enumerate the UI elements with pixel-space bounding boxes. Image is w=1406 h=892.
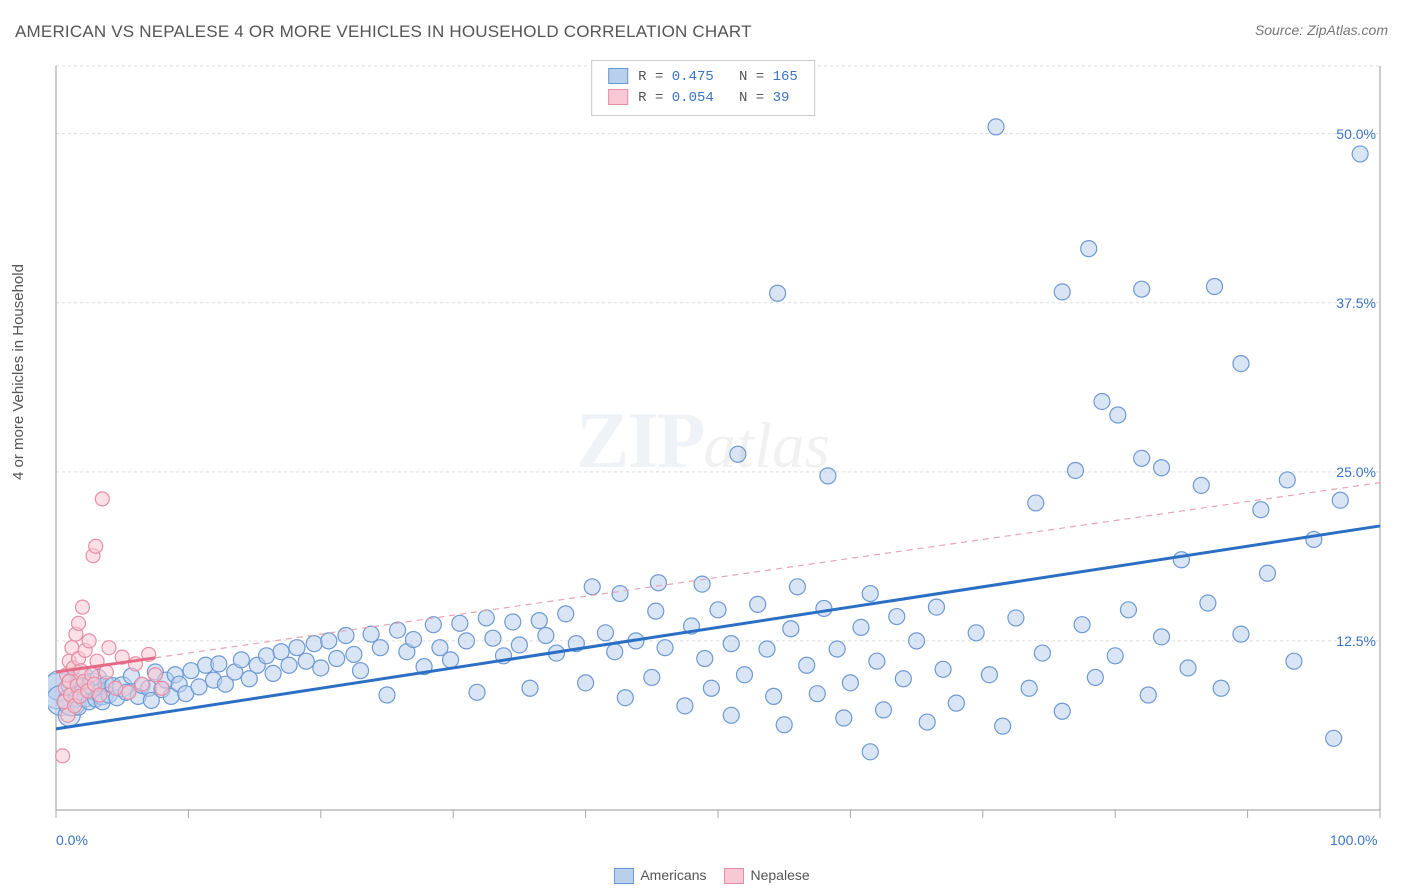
stats-row: R = 0.475 N = 165 xyxy=(608,67,798,88)
r-label: R = xyxy=(638,69,672,85)
n-value: 39 xyxy=(773,90,790,106)
y-tick-label: 12.5% xyxy=(1336,633,1376,649)
r-label: R = xyxy=(638,90,672,106)
y-tick-label: 50.0% xyxy=(1336,126,1376,142)
r-value: 0.475 xyxy=(672,69,714,85)
legend-label: Nepalese xyxy=(750,867,809,883)
y-tick-label: 25.0% xyxy=(1336,464,1376,480)
legend-swatch xyxy=(614,868,634,884)
stats-legend-box: R = 0.475 N = 165R = 0.054 N = 39 xyxy=(591,60,815,116)
legend-swatch xyxy=(608,68,628,84)
r-value: 0.054 xyxy=(672,90,714,106)
legend-swatch xyxy=(608,89,628,105)
n-label: N = xyxy=(714,69,773,85)
source-label: Source: ZipAtlas.com xyxy=(1255,22,1388,38)
legend-label: Americans xyxy=(640,867,706,883)
x-tick-label: 100.0% xyxy=(1330,832,1377,892)
n-value: 165 xyxy=(773,69,798,85)
n-label: N = xyxy=(714,90,773,106)
y-tick-label: 37.5% xyxy=(1336,295,1376,311)
y-axis-label: 4 or more Vehicles in Household xyxy=(10,264,27,480)
bottom-legend: Americans Nepalese xyxy=(0,867,1406,884)
scatter-plot xyxy=(48,58,1388,828)
stats-row: R = 0.054 N = 39 xyxy=(608,88,798,109)
chart-title: AMERICAN VS NEPALESE 4 OR MORE VEHICLES … xyxy=(15,22,752,42)
legend-swatch xyxy=(724,868,744,884)
x-tick-label: 0.0% xyxy=(56,832,88,892)
